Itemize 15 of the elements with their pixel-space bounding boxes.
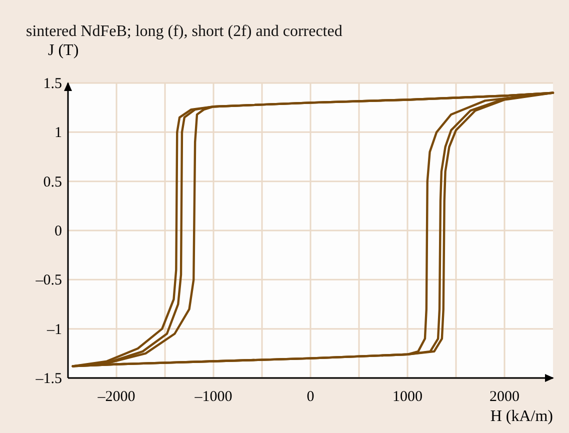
y-axis-title: J (T)	[48, 42, 79, 59]
y-tick-label: –1	[46, 322, 62, 338]
x-tick-label: 2000	[490, 389, 520, 405]
y-tick-label: –0.5	[34, 272, 62, 289]
x-tick-label: –2000	[96, 389, 136, 405]
x-tick-label: 0	[306, 389, 314, 405]
y-tick-label: 1	[54, 125, 62, 142]
y-tick-label: –1.5	[34, 371, 62, 387]
x-tick-label: 1000	[392, 389, 422, 405]
y-tick-label: 1.5	[43, 76, 62, 92]
y-tick-label: 0	[54, 224, 62, 240]
chart-title: sintered NdFeB; long (f), short (2f) and corrected	[26, 23, 342, 40]
x-tick-label: –1000	[194, 389, 232, 405]
y-tick-label: 0.5	[43, 174, 62, 190]
x-axis-title: H (kA/m)	[490, 408, 553, 425]
